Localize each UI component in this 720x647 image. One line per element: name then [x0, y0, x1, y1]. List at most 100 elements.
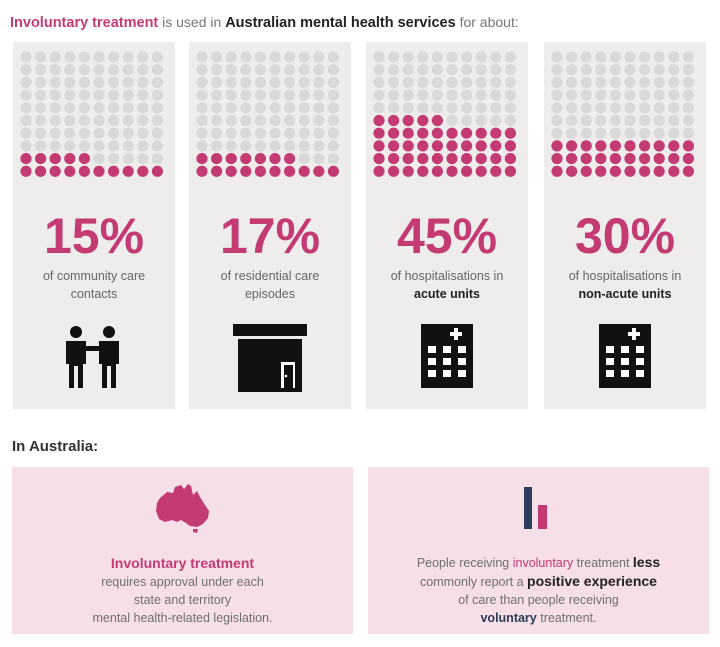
dot-filled — [580, 153, 592, 165]
dot-empty — [284, 51, 296, 63]
card-description: of hospitalisations in non-acute units — [544, 267, 706, 303]
dot-empty — [49, 140, 61, 152]
dot-empty — [211, 127, 223, 139]
dot-empty — [93, 76, 105, 88]
desc-line1: of residential care — [220, 269, 320, 283]
dot-empty — [64, 89, 76, 101]
dot-empty — [417, 64, 429, 76]
dot-filled — [431, 140, 443, 152]
rp-positive-experience: positive experience — [527, 573, 657, 589]
dot-filled — [504, 165, 516, 177]
dot-filled — [373, 165, 385, 177]
percent-value: 17% — [219, 208, 321, 264]
right-panel-text: People receiving involuntary treatment l… — [368, 553, 709, 627]
dot-empty — [20, 114, 32, 127]
dot-empty — [327, 153, 339, 165]
dot-empty — [108, 153, 120, 165]
dot-empty — [211, 102, 223, 114]
dot-empty — [225, 127, 237, 139]
dot-empty — [122, 51, 134, 63]
dot-empty — [624, 114, 636, 127]
dot-empty — [64, 64, 76, 76]
dot-empty — [137, 51, 149, 63]
dot-empty — [240, 76, 252, 88]
dot-empty — [566, 64, 578, 76]
dot-filled — [668, 153, 680, 165]
dot-empty — [49, 127, 61, 139]
dot-empty — [93, 153, 105, 165]
dot-filled — [475, 165, 487, 177]
dot-empty — [682, 114, 694, 127]
dot-empty — [580, 64, 592, 76]
dot-empty — [78, 64, 90, 76]
dot-filled — [402, 114, 414, 127]
dot-empty — [20, 89, 32, 101]
dot-empty — [284, 89, 296, 101]
dot-filled — [298, 165, 310, 177]
dot-filled — [49, 153, 61, 165]
dot-empty — [551, 114, 563, 127]
dot-filled — [93, 165, 105, 177]
dot-empty — [551, 127, 563, 139]
dot-empty — [551, 102, 563, 114]
dot-empty — [446, 114, 458, 127]
dot-empty — [108, 76, 120, 88]
dot-empty — [151, 51, 163, 63]
dot-empty — [668, 64, 680, 76]
dot-empty — [566, 114, 578, 127]
dot-empty — [225, 102, 237, 114]
dot-empty — [35, 114, 47, 127]
dot-filled — [388, 153, 400, 165]
dot-empty — [624, 76, 636, 88]
dot-filled — [446, 153, 458, 165]
dot-empty — [64, 140, 76, 152]
dot-empty — [137, 76, 149, 88]
dot-empty — [327, 102, 339, 114]
legislation-panel: Involuntary treatment requires approval … — [12, 467, 353, 634]
dot-empty — [196, 114, 208, 127]
dot-empty — [298, 140, 310, 152]
dot-filled — [240, 165, 252, 177]
dot-empty — [595, 51, 607, 63]
hospital-icon — [366, 324, 528, 393]
dot-empty — [298, 76, 310, 88]
dot-empty — [313, 51, 325, 63]
dot-empty — [490, 114, 502, 127]
dot-empty — [151, 140, 163, 152]
dot-empty — [298, 127, 310, 139]
dot-empty — [653, 102, 665, 114]
dot-empty — [446, 102, 458, 114]
dot-empty — [609, 114, 621, 127]
dot-empty — [402, 64, 414, 76]
experience-panel: People receiving involuntary treatment l… — [368, 467, 709, 634]
desc-line1: of community care — [42, 269, 146, 283]
dot-empty — [78, 127, 90, 139]
dot-filled — [446, 127, 458, 139]
stat-card-residential: 17% of residential care episodes — [189, 42, 351, 409]
dot-filled — [417, 127, 429, 139]
dot-empty — [446, 76, 458, 88]
stat-card-acute: 45% of hospitalisations in acute units — [366, 42, 528, 409]
dot-filled — [20, 153, 32, 165]
dot-empty — [595, 127, 607, 139]
rp-involuntary: involuntary — [512, 556, 574, 570]
dot-empty — [93, 51, 105, 63]
dot-empty — [284, 64, 296, 76]
dot-empty — [269, 114, 281, 127]
dot-empty — [431, 64, 443, 76]
dot-filled — [313, 165, 325, 177]
dot-empty — [327, 127, 339, 139]
dot-empty — [580, 76, 592, 88]
dot-filled — [639, 140, 651, 152]
dot-empty — [551, 51, 563, 63]
left-panel-line2: state and territory — [133, 593, 232, 607]
dot-empty — [504, 64, 516, 76]
dot-empty — [20, 76, 32, 88]
dot-empty — [461, 64, 473, 76]
dot-empty — [151, 89, 163, 101]
dot-empty — [402, 89, 414, 101]
dot-filled — [373, 140, 385, 152]
dot-empty — [137, 114, 149, 127]
dot-filled — [35, 165, 47, 177]
dot-filled — [551, 165, 563, 177]
